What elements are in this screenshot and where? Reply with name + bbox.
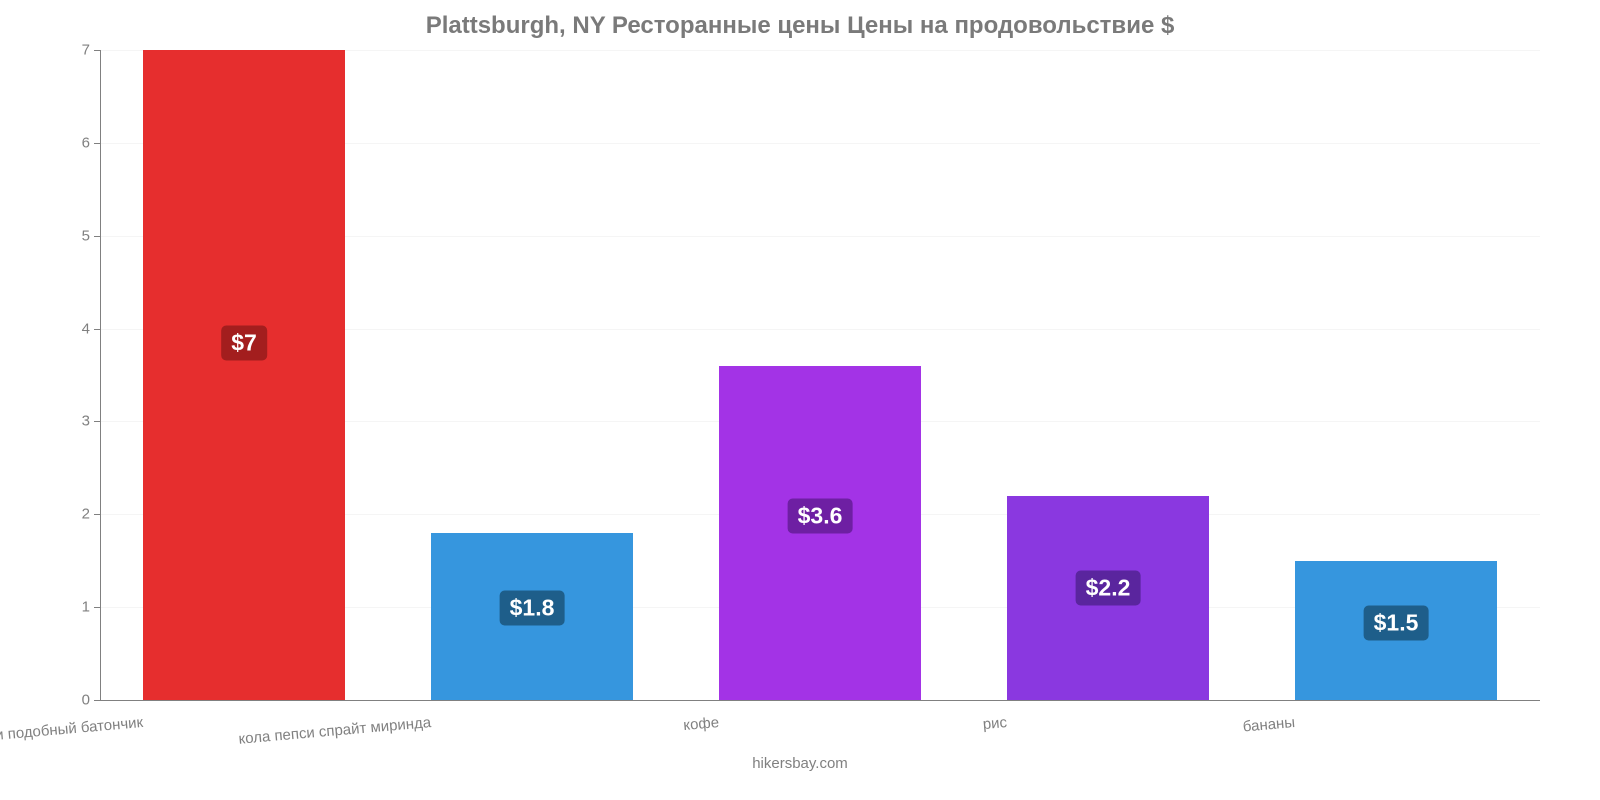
x-tick-label: кола пепси спрайт миринда [238, 714, 432, 748]
y-axis [100, 50, 101, 700]
value-badge: $1.5 [1364, 606, 1429, 641]
price-chart: Plattsburgh, NY Ресторанные цены Цены на… [0, 0, 1600, 800]
value-badge: $3.6 [788, 499, 853, 534]
y-tick-label: 5 [60, 227, 90, 244]
x-tick-label: кофе [683, 714, 720, 734]
bar [143, 50, 345, 700]
x-tick-label: бананы [1242, 714, 1296, 735]
x-tick-label: рис [982, 714, 1008, 733]
y-tick-label: 2 [60, 506, 90, 523]
chart-footer: hikersbay.com [0, 755, 1600, 772]
y-tick-label: 1 [60, 599, 90, 616]
value-badge: $2.2 [1076, 570, 1141, 605]
x-axis [100, 700, 1540, 701]
y-tick-label: 0 [60, 692, 90, 709]
value-badge: $1.8 [500, 591, 565, 626]
chart-title: Plattsburgh, NY Ресторанные цены Цены на… [0, 12, 1600, 40]
plot-area: 01234567$7mac burger king или подобный б… [100, 50, 1540, 700]
y-tick-label: 7 [60, 42, 90, 59]
value-badge: $7 [221, 325, 267, 360]
x-tick-label: mac burger king или подобный батончик [0, 714, 144, 755]
y-tick-label: 6 [60, 134, 90, 151]
y-tick-label: 4 [60, 320, 90, 337]
y-tick-label: 3 [60, 413, 90, 430]
